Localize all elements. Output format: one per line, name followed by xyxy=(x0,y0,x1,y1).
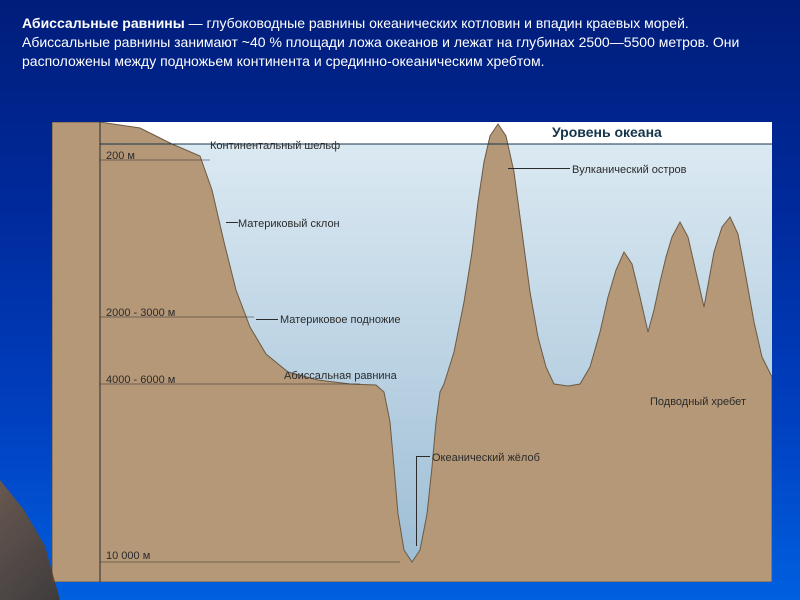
leader-rise xyxy=(256,319,278,320)
label-trench: Океанический жёлоб xyxy=(432,452,540,464)
depth-4000-6000: 4000 - 6000 м xyxy=(106,374,175,386)
depth-10000: 10 000 м xyxy=(106,550,150,562)
leader-island xyxy=(508,168,570,169)
label-slope: Материковый склон xyxy=(238,218,340,230)
ocean-level-label: Уровень океана xyxy=(552,124,662,140)
leader-trench-v xyxy=(416,456,417,546)
label-rise: Материковое подножие xyxy=(280,314,400,326)
label-abyssal: Абиссальная равнина xyxy=(284,370,397,382)
leader-trench-h xyxy=(416,456,430,457)
label-ridge: Подводный хребет xyxy=(650,396,746,408)
leader-slope xyxy=(226,222,238,223)
depth-2000-3000: 2000 - 3000 м xyxy=(106,307,175,319)
profile-svg xyxy=(52,122,772,582)
label-island: Вулканический остров xyxy=(572,164,687,176)
foreground-mound xyxy=(0,480,60,600)
description-text: Абиссальные равнины — глубоководные равн… xyxy=(0,0,800,81)
ocean-profile-diagram: Уровень океана 200 м 2000 - 3000 м 4000 … xyxy=(52,122,772,582)
depth-200: 200 м xyxy=(106,150,135,162)
description-bold: Абиссальные равнины xyxy=(22,15,185,31)
label-shelf: Континентальный шельф xyxy=(210,140,340,152)
